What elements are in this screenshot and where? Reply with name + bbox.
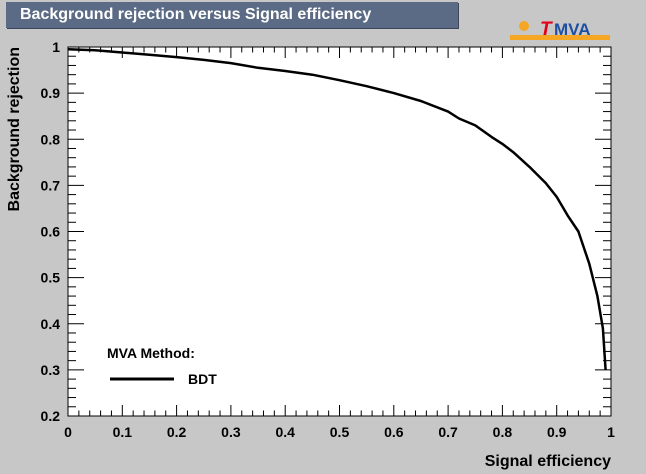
logo-t: T (540, 19, 553, 40)
series-line-bdt (67, 48, 607, 370)
y-tick-label: 0.6 (41, 224, 61, 240)
logo-mva: MVA (554, 20, 591, 39)
plot-area (67, 46, 612, 417)
x-tick-label: 1 (607, 424, 615, 440)
y-axis-title: Background rejection (6, 47, 23, 211)
axis-ticks (67, 46, 612, 417)
tmva-logo: T MVA (510, 19, 610, 40)
logo-bar (510, 35, 610, 40)
x-tick-labels: 0 0.1 0.2 0.3 0.4 0.5 0.6 0.7 0.8 0.9 1 (64, 424, 615, 440)
x-tick-label: 0.1 (113, 424, 133, 440)
x-tick-label: 0.8 (493, 424, 513, 440)
y-tick-label: 0.3 (41, 362, 61, 378)
y-tick-label: 0.8 (41, 131, 61, 147)
legend: MVA Method: BDT (107, 345, 217, 387)
x-axis-title: Signal efficiency (485, 453, 611, 470)
x-tick-label: 0.2 (167, 424, 187, 440)
y-tick-label: 0.4 (41, 316, 61, 332)
y-tick-label: 1 (52, 39, 60, 55)
x-tick-label: 0.9 (547, 424, 567, 440)
y-tick-label: 0.5 (41, 270, 61, 286)
y-tick-label: 0.2 (41, 408, 61, 424)
x-tick-label: 0.5 (330, 424, 350, 440)
y-tick-label: 0.7 (41, 177, 61, 193)
chart-title: Background rejection versus Signal effic… (6, 2, 458, 28)
y-tick-labels: 0.2 0.3 0.4 0.5 0.6 0.7 0.8 0.9 1 (41, 39, 61, 424)
x-tick-label: 0.4 (275, 424, 295, 440)
x-tick-label: 0.7 (438, 424, 458, 440)
y-tick-label: 0.9 (41, 85, 61, 101)
x-tick-label: 0 (64, 424, 72, 440)
x-tick-label: 0.6 (384, 424, 404, 440)
legend-label-bdt: BDT (188, 371, 217, 387)
series-layer (67, 48, 607, 370)
logo-dot (519, 21, 529, 31)
x-tick-label: 0.3 (221, 424, 241, 440)
legend-header: MVA Method: (107, 345, 195, 361)
